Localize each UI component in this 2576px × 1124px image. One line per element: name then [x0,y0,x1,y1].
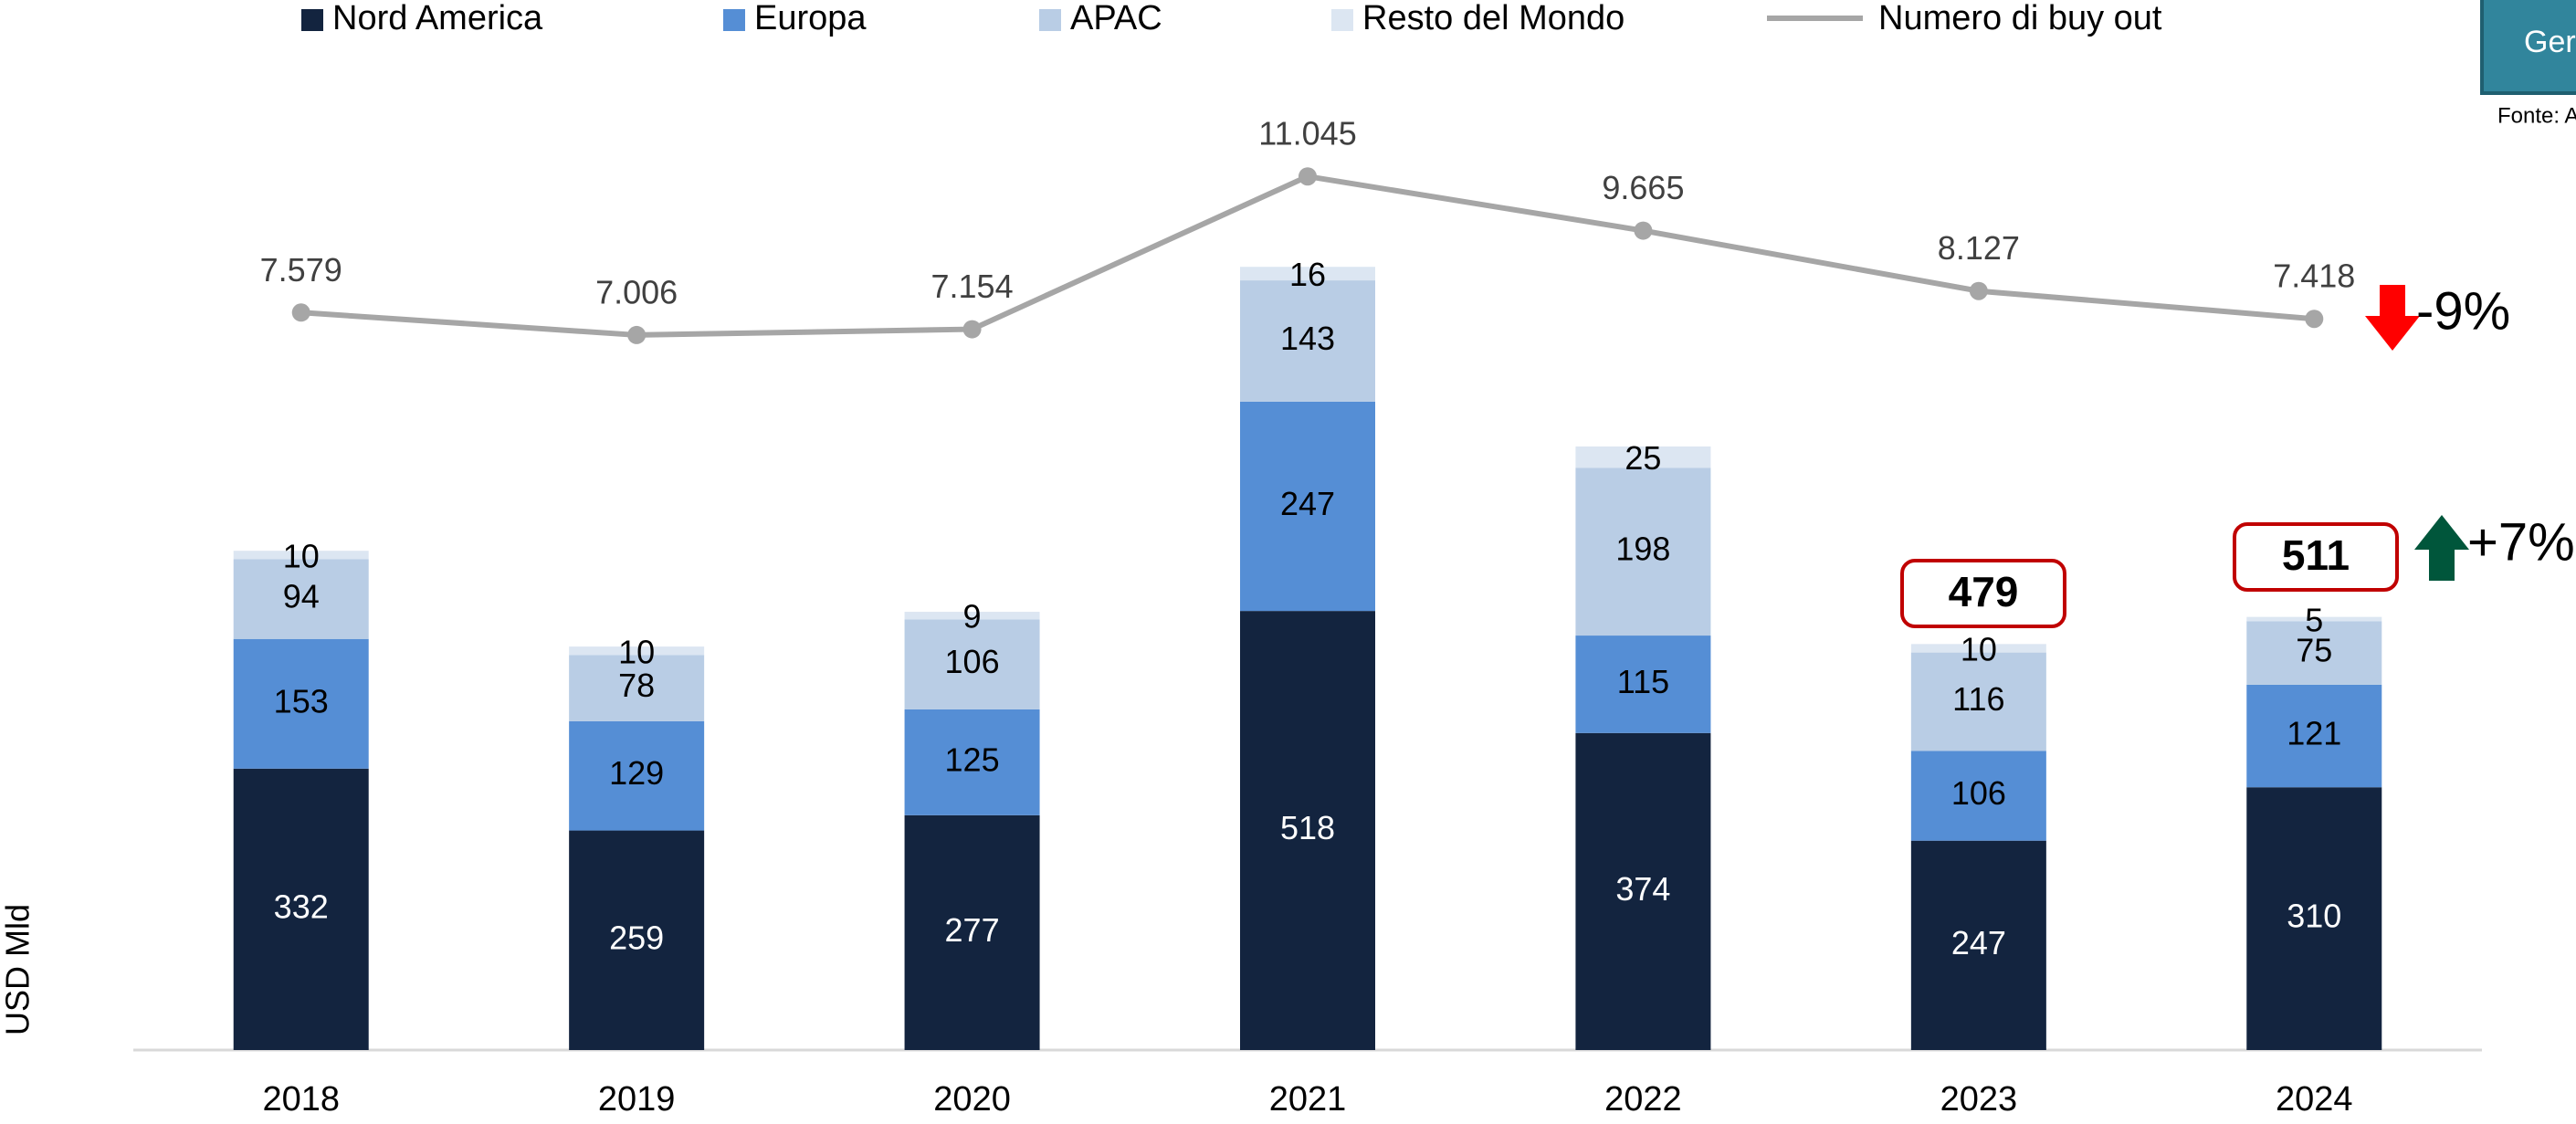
total-label: 479 [1949,568,2019,615]
line-label: 11.045 [1258,115,1356,152]
legend-swatch [1039,9,1061,31]
data-label: 115 [1617,663,1669,700]
data-label: 106 [945,643,1000,680]
bar-segment [2246,684,2382,788]
x-tick-label: 2019 [598,1080,676,1119]
change-label: +7% [2467,512,2575,572]
data-label: 106 [1951,774,2006,812]
line-point [627,325,647,344]
data-label: 153 [274,682,329,720]
data-label: 125 [945,741,1000,778]
x-tick-label: 2024 [2276,1080,2353,1119]
bar-segment [1575,446,1711,468]
source-note: Fonte: A [2497,103,2576,128]
bar-segment [2246,787,2382,1050]
bar-segment [233,768,369,1050]
bar-segment [1910,751,2046,841]
bar-segment [1910,652,2046,751]
x-tick-label: 2022 [1604,1080,1682,1119]
bar-segment [569,655,705,721]
bar-segment [904,619,1040,709]
bar-segment [1240,267,1375,281]
data-label: 518 [1280,809,1335,846]
bar-segment [569,830,705,1050]
bar-segment [1240,611,1375,1050]
bar-segment [233,559,369,639]
data-label: 25 [1624,439,1661,477]
line-label: 7.154 [931,268,1014,305]
line-point [291,303,310,322]
data-label: 10 [1961,630,1997,667]
legend-label: Europa [754,0,867,37]
data-label: 310 [2287,898,2341,935]
legend-label: Numero di buy out [1878,0,2162,37]
legend-label: APAC [1070,0,1162,37]
legend-swatch [723,9,745,31]
bar-segment [904,814,1040,1050]
data-label: 259 [609,919,664,956]
line-point [1634,221,1653,240]
x-tick-label: 2020 [933,1080,1011,1119]
data-label: 129 [609,754,664,792]
data-label: 374 [1615,870,1670,908]
data-label: 5 [2305,601,2323,638]
data-label: 75 [2296,632,2332,669]
data-label: 247 [1951,924,2006,961]
line-label: 9.665 [1602,169,1684,206]
data-label: 332 [274,888,329,925]
line-point [962,320,982,339]
bar-segment [2246,621,2382,685]
bar-segment [233,551,369,560]
bar-segment [1240,401,1375,612]
data-label: 116 [1952,680,2004,718]
data-label: 143 [1280,320,1335,357]
data-label: 10 [618,633,655,670]
legend-label: Nord America [332,0,543,37]
bar-segment [1910,840,2046,1050]
bar-segment [904,709,1040,815]
data-label: 247 [1280,485,1335,522]
total-box [1900,559,2066,628]
up-arrow [2414,515,2469,581]
bar-segment [1240,280,1375,402]
data-label: 16 [1289,256,1326,293]
total-box [2233,522,2399,592]
bar-segment [1910,644,2046,653]
total-label: 511 [2282,531,2350,579]
line-point [1969,281,1988,300]
data-label: 277 [945,911,1000,949]
line-point [2305,310,2324,329]
bar-segment [904,612,1040,620]
bar-segment [1575,636,1711,733]
line-label: 7.006 [595,273,678,310]
x-tick-label: 2018 [262,1080,340,1119]
data-label: 94 [283,578,320,615]
data-label: 121 [2287,715,2341,752]
bar-segment [569,720,705,831]
bar-segment [1575,467,1711,636]
y-axis-label: USD Mld [0,904,37,1035]
down-arrow [2365,285,2420,351]
line-label: 7.418 [2273,257,2355,295]
line-label: 8.127 [1938,229,2020,267]
bar-segment [2246,616,2382,622]
data-label: 198 [1615,530,1670,568]
legend-swatch [1331,9,1353,31]
data-label: 78 [618,667,655,704]
legend-label: Resto del Mondo [1362,0,1624,37]
line-label: 7.579 [260,251,342,289]
x-tick-label: 2021 [1269,1080,1347,1119]
x-tick-label: 2023 [1940,1080,2018,1119]
data-label: 10 [283,537,320,574]
data-label: 9 [963,598,982,636]
badge-box [2480,0,2576,95]
bar-segment [233,638,369,769]
badge-text: Ger [2524,25,2576,59]
change-label: -9% [2416,281,2510,341]
bar-segment [569,646,705,656]
line-point [1299,167,1317,186]
legend-swatch [301,9,323,31]
bar-segment [1575,732,1711,1050]
